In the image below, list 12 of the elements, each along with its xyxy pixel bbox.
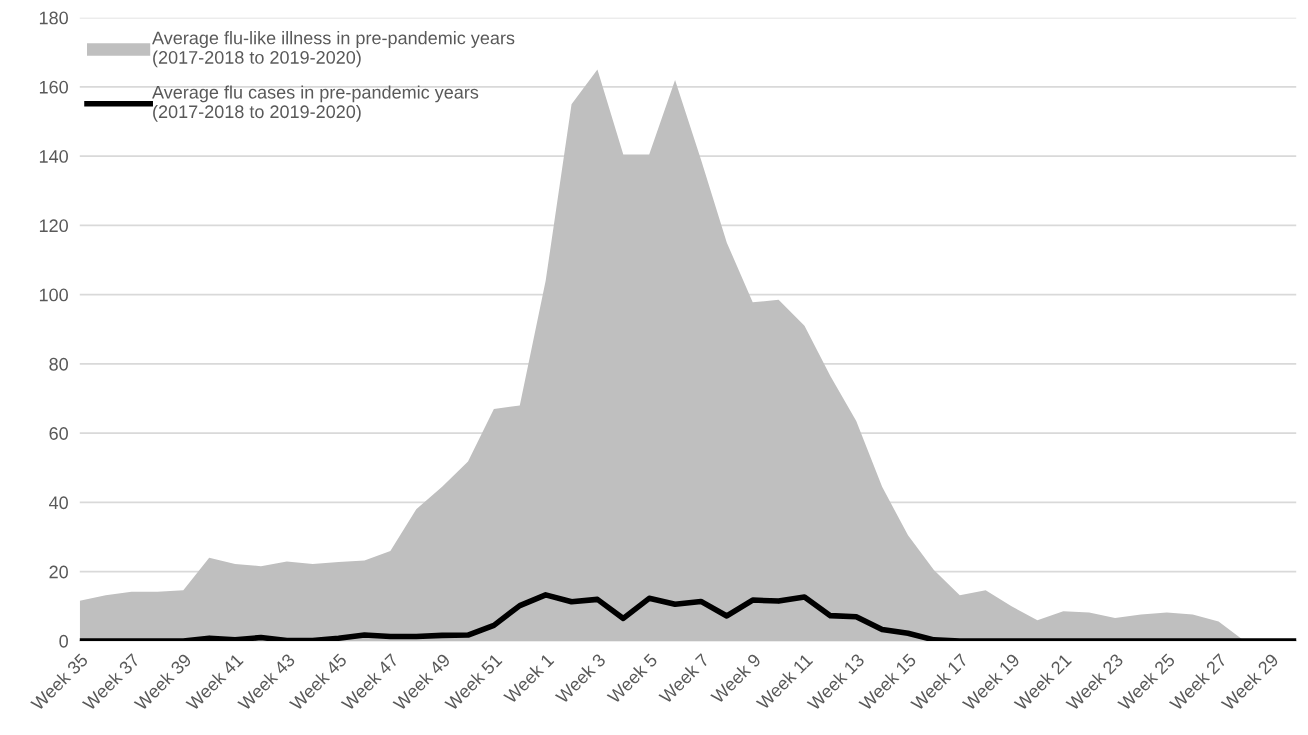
y-tick-label: 160 xyxy=(39,80,68,94)
y-tick-label: 120 xyxy=(39,219,68,233)
y-tick-label: 80 xyxy=(49,357,68,371)
y-tick-label: 20 xyxy=(49,565,68,579)
legend-label: Average flu-like illness in pre-pandemic years (2017-2018 to 2019-2020) xyxy=(152,31,515,68)
legend-label: Average flu cases in pre-pandemic years (2017-2018 to 2019-2020) xyxy=(152,85,479,122)
y-tick-label: 180 xyxy=(39,11,68,25)
y-tick-label: 100 xyxy=(39,288,68,302)
y-tick-label: 60 xyxy=(49,427,68,440)
y-tick-label: 0 xyxy=(59,634,68,648)
y-tick-label: 140 xyxy=(39,150,68,163)
y-tick-label: 40 xyxy=(49,496,68,510)
